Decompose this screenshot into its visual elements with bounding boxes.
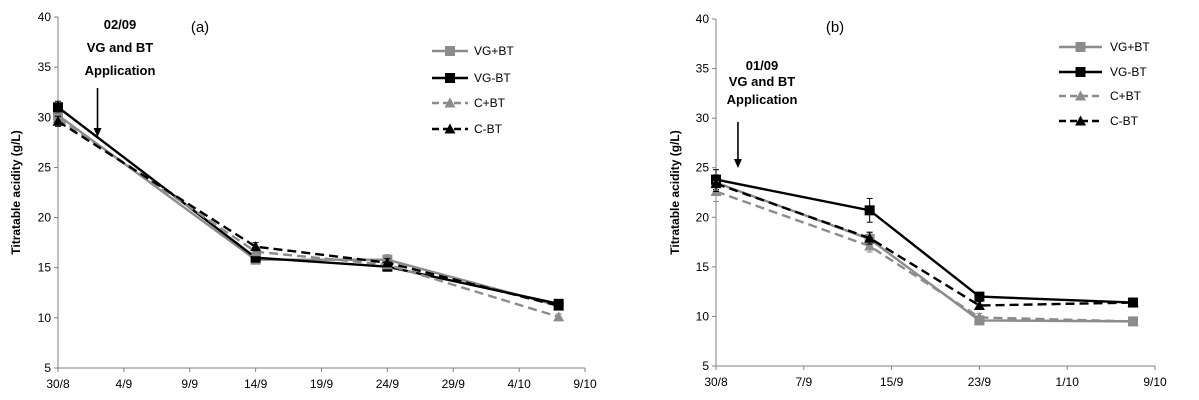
chart-a-y-tick-label: 15 [38,261,52,275]
chart-b-legend-marker [1075,115,1086,126]
chart-a-y-tick-label: 25 [38,160,52,174]
chart-a-annotation-line: 02/09 [104,17,137,32]
chart-a-legend-label: C+BT [474,96,506,110]
chart-b-data-point [1127,315,1139,326]
chart-a-data-point [553,311,565,322]
chart-a-y-tick-label: 20 [38,211,52,225]
chart-a-data-point [53,102,63,113]
chart-b-data-point [864,240,876,251]
chart-a-legend-marker [445,73,455,83]
chart-a-data-point [250,241,262,252]
chart-b-y-tick-label: 40 [696,12,710,26]
chart-a-x-tick-label: 19/9 [310,377,334,391]
chart-b-y-axis-title: Titratable acidity (g/L) [668,130,682,254]
chart-b-legend-marker [1075,90,1086,101]
chart-a-annotation-line: Application [85,63,156,78]
chart-a-x-tick-label: 4/10 [507,377,531,391]
chart-a-x-tick-label: 29/9 [442,377,466,391]
chart-b-series-CminusBT [710,175,1139,311]
chart-b-data-point [710,178,722,189]
chart-a-y-tick-label: 40 [38,10,52,24]
chart-b: 5 10 15 20 25 30 35 40 30/8 7/9 15/9 23/9 1/10 9/10 Ti… [668,12,1167,389]
chart-b-y-tick-label: 15 [696,260,710,274]
chart-a-annotation-line: VG and BT [87,40,154,55]
chart-b-panel-label: (b) [826,19,844,36]
chart-b-x-tick-label: 1/10 [1056,375,1080,389]
chart-a-legend: VG+BT VG-BT C+BT C-BT [432,44,514,136]
chart-b-legend-label: VG+BT [1110,40,1150,54]
chart-a-series-CminusBT [52,115,565,311]
chart-a-legend-label: VG+BT [474,44,514,58]
chart-b-series-line [715,178,1134,304]
chart-b-annotation-line: Application [727,92,798,107]
chart-b-annotation-line: VG and BT [729,74,796,89]
chart-a-x-tick-label: 24/9 [376,377,400,391]
chart-a-data-point [381,257,393,268]
chart-b-series-line [715,181,1134,323]
chart-b-y-tick-label: 25 [696,161,710,175]
chart-b-data-point [1127,297,1139,308]
chart-a-data-point [553,300,565,311]
chart-b-y-tick-label: 5 [702,359,709,373]
chart-a-series-VGplusBT [53,107,564,311]
chart-b-x-tick-label: 30/8 [704,375,728,389]
chart-b-data-point [973,311,985,322]
chart-a-y-tick-label: 10 [38,311,52,325]
chart-a-x-tick-label: 30/8 [46,377,70,391]
chart-a-x-tick-label: 14/9 [244,377,268,391]
chart-a-y-axis-title: Titratable acidity (g/L) [9,130,23,254]
chart-a-y-tick-label: 30 [38,110,52,124]
chart-b-x-tick-label: 15/9 [880,375,904,389]
chart-b-annotation-arrow-head [733,159,742,168]
chart-b-x-tick-label: 23/9 [968,375,992,389]
chart-a-data-point [250,246,262,257]
chart-a: 5 10 15 20 25 30 35 40 30/8 4/9 9/9 14/9 19/9 24/9 29/… [9,10,597,391]
chart-a-series-line [57,120,559,307]
chart-b-series-VGminusBT [711,169,1139,308]
chart-b-x-tick-label: 7/9 [795,375,812,389]
chart-b-legend: VG+BT VG-BT C+BT C-BT [1059,40,1150,128]
chart-a-panel-label: (a) [191,19,209,36]
chart-a-legend-marker [445,46,455,56]
chart-a-legend-label: VG-BT [474,71,511,85]
chart-b-data-point [974,291,985,302]
chart-b-data-point [973,300,985,311]
chart-a-y-tick-label: 5 [44,361,51,375]
chart-b-y-tick-label: 20 [696,210,710,224]
chart-b-x-tick-label: 9/10 [1143,375,1167,389]
chart-a-y-tick-label: 35 [38,60,52,74]
chart-b-legend-label: VG-BT [1110,65,1147,79]
chart-a-legend-marker [444,123,456,134]
chart-a-x-tick-label: 9/9 [181,377,198,391]
chart-b-legend-label: C+BT [1110,89,1142,103]
chart-a-x-tick-label: 4/9 [116,377,133,391]
chart-a-legend-marker [444,97,456,108]
chart-b-series-line [715,182,1134,307]
chart-b-legend-label: C-BT [1110,114,1139,128]
chart-a-series-line [57,106,559,305]
chart-a-annotation-arrow-head [93,128,102,137]
chart-b-data-point [864,232,876,243]
chart-a-series-CplusBT [52,112,565,322]
chart-b-y-tick-label: 30 [696,111,710,125]
chart-b-data-point [864,205,875,216]
chart-a-data-point [52,115,64,126]
chart-a-data-point [250,252,261,263]
chart-b-annotation-line: 01/09 [746,58,779,73]
chart-b-series-line [715,190,1134,323]
chart-a-x-tick-label: 9/10 [573,377,597,391]
chart-b-y-tick-label: 35 [696,62,710,76]
chart-b-legend-marker [1075,67,1086,77]
chart-a-legend-label: C-BT [474,122,503,136]
chart-b-y-tick-label: 10 [696,309,710,323]
chart-a-series-line [57,114,559,307]
chart-b-legend-marker [1075,42,1086,52]
chart-b-series-CplusBT [710,181,1139,326]
